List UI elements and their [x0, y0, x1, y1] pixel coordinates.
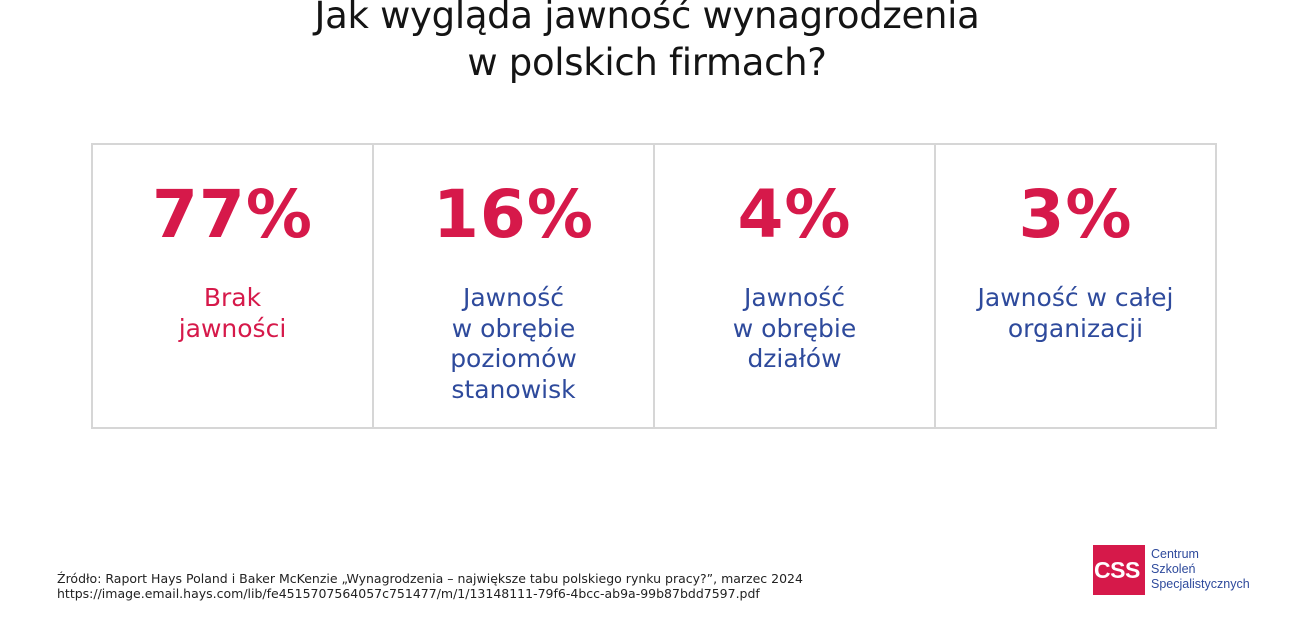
css-logo: CSS Centrum Szkoleń Specjalistycznych — [1093, 545, 1283, 599]
logo-text-line: Szkoleń — [1151, 562, 1196, 576]
stat-card-departments: 4% Jawność w obrębie działów — [655, 145, 936, 427]
stat-label-line: poziomów — [450, 344, 577, 373]
stat-card-no-transparency: 77% Brak jawności — [93, 145, 374, 427]
title-line-2: w polskich firmach? — [467, 41, 827, 84]
stat-label-line: stanowisk — [451, 374, 576, 404]
stat-value: 3% — [1018, 176, 1133, 253]
stat-label-line: Jawność w całej — [977, 283, 1174, 312]
stat-card-whole-organization: 3% Jawność w całej organizacji — [936, 145, 1215, 427]
stat-value: 16% — [433, 176, 594, 253]
stat-label: Jawność w całej organizacji — [946, 283, 1205, 344]
stat-label-line: w obrębie — [732, 313, 857, 343]
stat-value: 77% — [152, 176, 313, 253]
stat-label: Jawność w obrębie poziomów stanowisk — [384, 283, 643, 405]
logo-text: Centrum Szkoleń Specjalistycznych — [1151, 547, 1250, 592]
logo-text-line: Specjalistycznych — [1151, 577, 1250, 591]
stat-label: Jawność w obrębie działów — [665, 283, 924, 375]
stat-label-line: w obrębie — [451, 313, 576, 343]
stat-label: Brak jawności — [103, 283, 362, 344]
stat-label-line: organizacji — [1007, 313, 1144, 343]
source-url: https://image.email.hays.com/lib/fe45157… — [57, 586, 760, 601]
stats-cards: 77% Brak jawności 16% Jawność w obrębie … — [91, 143, 1217, 429]
source-line-1: Źródło: Raport Hays Poland i Baker McKen… — [57, 571, 803, 586]
source-note: Źródło: Raport Hays Poland i Baker McKen… — [57, 571, 803, 601]
stat-label-line: Jawność — [462, 283, 565, 312]
page-title: Jak wygląda jawność wynagrodzenia w pols… — [0, 0, 1294, 86]
stat-label-line: działów — [747, 344, 842, 373]
stat-label-line: jawności — [178, 313, 287, 343]
logo-mark: CSS — [1093, 545, 1145, 595]
logo-text-line: Centrum — [1151, 547, 1199, 561]
title-line-1: Jak wygląda jawność wynagrodzenia — [314, 0, 980, 37]
stat-label-line: Jawność — [743, 283, 846, 312]
stat-label-line: Brak — [203, 283, 262, 312]
stat-value: 4% — [737, 176, 852, 253]
stat-card-position-levels: 16% Jawność w obrębie poziomów stanowisk — [374, 145, 655, 427]
